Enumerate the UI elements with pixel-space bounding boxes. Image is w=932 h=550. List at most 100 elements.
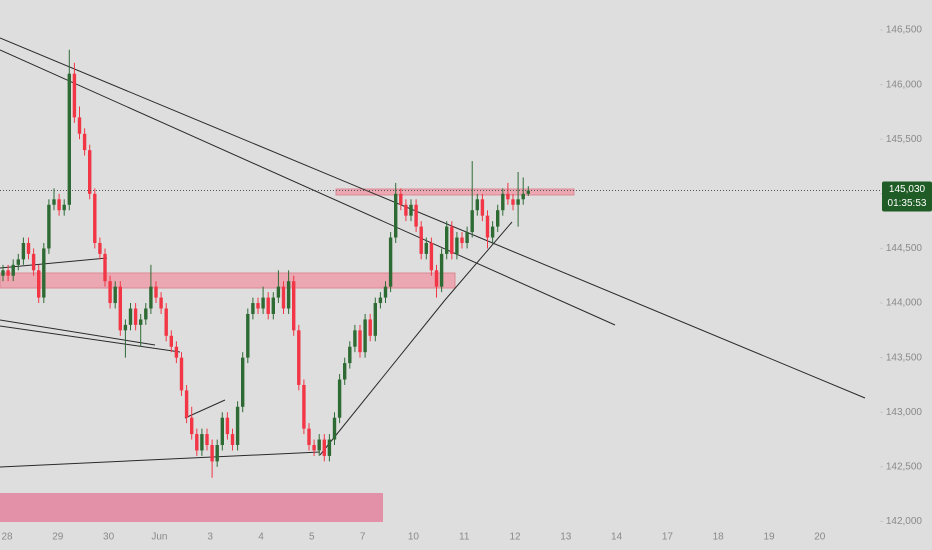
- candle-body: [205, 434, 209, 446]
- trendline: [0, 325, 181, 353]
- y-tick-label: 142,000: [886, 516, 923, 527]
- candle-body: [312, 445, 316, 451]
- trendlines: [0, 37, 866, 468]
- x-tick-label: 11: [459, 532, 470, 543]
- candle-body: [404, 204, 408, 216]
- candle-body: [337, 379, 342, 418]
- candle-body: [394, 193, 398, 238]
- candle-body: [414, 204, 418, 227]
- candle-body: [154, 286, 158, 298]
- candle-body: [271, 297, 275, 314]
- candle-body: [292, 281, 296, 331]
- candle-body: [302, 384, 306, 429]
- candle-body: [149, 286, 153, 309]
- candle-body: [16, 259, 20, 265]
- y-tick-label: 143,000: [886, 407, 923, 418]
- y-tick-label: 142,500: [886, 461, 923, 472]
- x-tick-label: 5: [309, 532, 315, 543]
- x-tick-label: 7: [360, 532, 366, 543]
- candle-body: [42, 248, 46, 298]
- candle-body: [460, 237, 464, 243]
- candle-body: [93, 193, 97, 243]
- candle-body: [286, 281, 291, 309]
- candle-body: [511, 199, 515, 205]
- candle-body: [424, 242, 428, 254]
- candle-body: [174, 346, 179, 358]
- candle-body: [281, 286, 286, 309]
- candle-body: [516, 199, 520, 205]
- candle-body: [179, 357, 184, 391]
- candle-body: [184, 390, 189, 418]
- candle-body: [67, 73, 71, 205]
- candle-body: [353, 330, 357, 347]
- price-label-box: [882, 181, 932, 212]
- candle-body: [88, 150, 92, 194]
- candle-body: [118, 286, 122, 331]
- candle-body: [77, 117, 82, 134]
- candle-body: [139, 319, 143, 325]
- y-tick-label: 144,500: [886, 243, 923, 254]
- candle-body: [200, 434, 204, 451]
- candle-body: [108, 281, 112, 304]
- candle-body: [210, 445, 214, 462]
- y-tick-label: 146,500: [886, 25, 923, 36]
- candle-body: [37, 270, 41, 298]
- x-tick-label: 29: [52, 532, 64, 543]
- candle-body: [256, 303, 260, 309]
- x-tick-label: 12: [509, 532, 521, 543]
- candle-body: [57, 199, 61, 211]
- x-tick-label: 19: [763, 532, 775, 543]
- candle-body: [123, 324, 128, 331]
- candle-body: [348, 346, 352, 364]
- candle-body: [195, 434, 199, 451]
- candle-body: [113, 286, 117, 304]
- candle-body: [169, 335, 173, 347]
- candle-body: [429, 242, 434, 271]
- x-tick-label: 13: [560, 532, 572, 543]
- candle-body: [144, 308, 148, 320]
- candle-body: [103, 253, 107, 282]
- x-tick-label: 20: [814, 532, 826, 543]
- trendline: [0, 49, 616, 326]
- candle-body: [378, 297, 383, 304]
- candle-body: [496, 210, 500, 227]
- candle-body: [526, 190, 530, 194]
- candle-body: [373, 303, 377, 336]
- candle-body: [261, 297, 265, 309]
- price-label: 145,030: [889, 184, 926, 195]
- candle-body: [1, 270, 5, 276]
- candle-body: [164, 308, 168, 336]
- y-tick-label: 145,500: [886, 134, 923, 145]
- candle-body: [490, 226, 495, 238]
- candle-body: [159, 297, 163, 309]
- candle-body: [246, 313, 250, 358]
- resistance-zone: [335, 188, 575, 196]
- candle-body: [368, 319, 372, 336]
- candle-body: [47, 204, 51, 249]
- candle-body: [327, 439, 332, 456]
- candle-body: [297, 330, 301, 385]
- candle-body: [307, 428, 311, 446]
- candle-body: [465, 232, 469, 243]
- candle-body: [241, 357, 245, 407]
- demand-zone: [0, 493, 383, 522]
- candle-body: [388, 237, 393, 287]
- candle-body: [128, 308, 133, 325]
- candle-body: [343, 363, 347, 380]
- y-tick-label: 144,000: [886, 298, 923, 309]
- x-tick-label: 18: [713, 532, 725, 543]
- candle-body: [363, 319, 367, 353]
- x-tick-label: 30: [103, 532, 115, 543]
- y-tick-label: 143,500: [886, 352, 923, 363]
- candle-body: [190, 417, 194, 435]
- candle-body: [21, 242, 26, 260]
- trendline: [0, 37, 866, 399]
- candle-body: [220, 417, 224, 446]
- candle-body: [215, 445, 219, 462]
- candle-body: [266, 297, 270, 314]
- x-tick-label: 3: [207, 532, 213, 543]
- x-tick-label: 28: [1, 532, 13, 543]
- candle-body: [317, 439, 321, 451]
- candle-body: [409, 204, 413, 216]
